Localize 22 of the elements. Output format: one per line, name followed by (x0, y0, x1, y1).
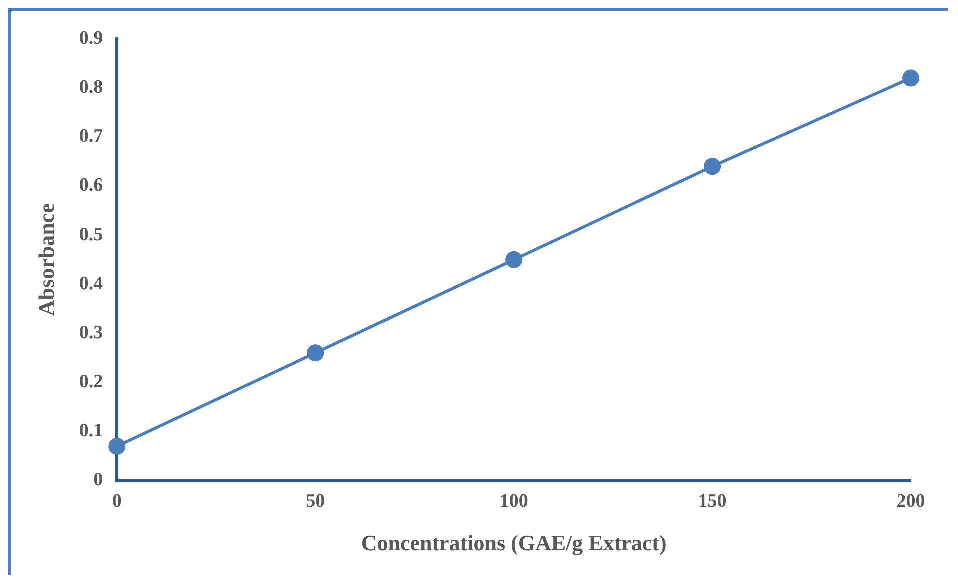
x-tick-label: 50 (306, 491, 326, 512)
x-tick-label: 0 (112, 491, 122, 512)
y-tick-label: 0.8 (79, 76, 104, 98)
y-tick-label: 0.9 (79, 28, 104, 49)
point (307, 344, 324, 362)
y-tick-label: 0.3 (79, 322, 104, 344)
point (108, 438, 126, 455)
y-tick-label: 0.2 (79, 372, 104, 393)
y-tick-label: 0.5 (79, 224, 104, 246)
point (506, 251, 523, 268)
x-axis-title: Concentrations (GAE/g Extract) (361, 530, 667, 556)
y-tick-label: 0.7 (79, 126, 104, 148)
point (902, 70, 920, 87)
point (704, 158, 722, 176)
y-tick-label: 0.6 (79, 175, 104, 196)
x-tick-label: 100 (500, 491, 528, 512)
y-tick-label: 0 (94, 470, 104, 491)
y-tick-label: 0.4 (79, 273, 104, 294)
x-tick-label: 150 (698, 491, 727, 512)
y-tick-label: 0.1 (79, 420, 104, 442)
y-axis-title: Absorbance (34, 203, 59, 316)
x-tick-label: 200 (896, 491, 926, 512)
